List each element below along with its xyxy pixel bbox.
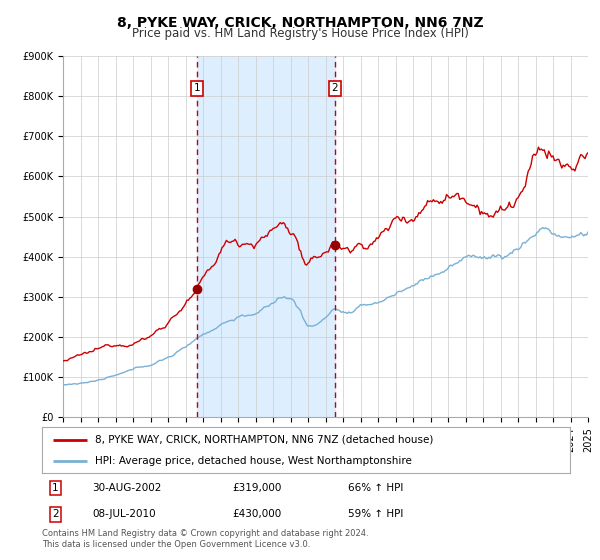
Text: 2: 2 [52, 509, 59, 519]
Text: 59% ↑ HPI: 59% ↑ HPI [348, 509, 404, 519]
Text: 1: 1 [194, 83, 200, 93]
Text: 08-JUL-2010: 08-JUL-2010 [92, 509, 156, 519]
Text: 8, PYKE WAY, CRICK, NORTHAMPTON, NN6 7NZ: 8, PYKE WAY, CRICK, NORTHAMPTON, NN6 7NZ [116, 16, 484, 30]
Text: 2: 2 [331, 83, 338, 93]
Text: Contains HM Land Registry data © Crown copyright and database right 2024.
This d: Contains HM Land Registry data © Crown c… [42, 529, 368, 549]
Text: Price paid vs. HM Land Registry's House Price Index (HPI): Price paid vs. HM Land Registry's House … [131, 27, 469, 40]
Text: 1: 1 [52, 483, 59, 493]
Text: HPI: Average price, detached house, West Northamptonshire: HPI: Average price, detached house, West… [95, 456, 412, 466]
Bar [197, 56, 335, 417]
Text: £430,000: £430,000 [232, 509, 281, 519]
Text: 30-AUG-2002: 30-AUG-2002 [92, 483, 161, 493]
Text: 8, PYKE WAY, CRICK, NORTHAMPTON, NN6 7NZ (detached house): 8, PYKE WAY, CRICK, NORTHAMPTON, NN6 7NZ… [95, 435, 433, 445]
Text: 66% ↑ HPI: 66% ↑ HPI [348, 483, 404, 493]
Text: £319,000: £319,000 [232, 483, 281, 493]
